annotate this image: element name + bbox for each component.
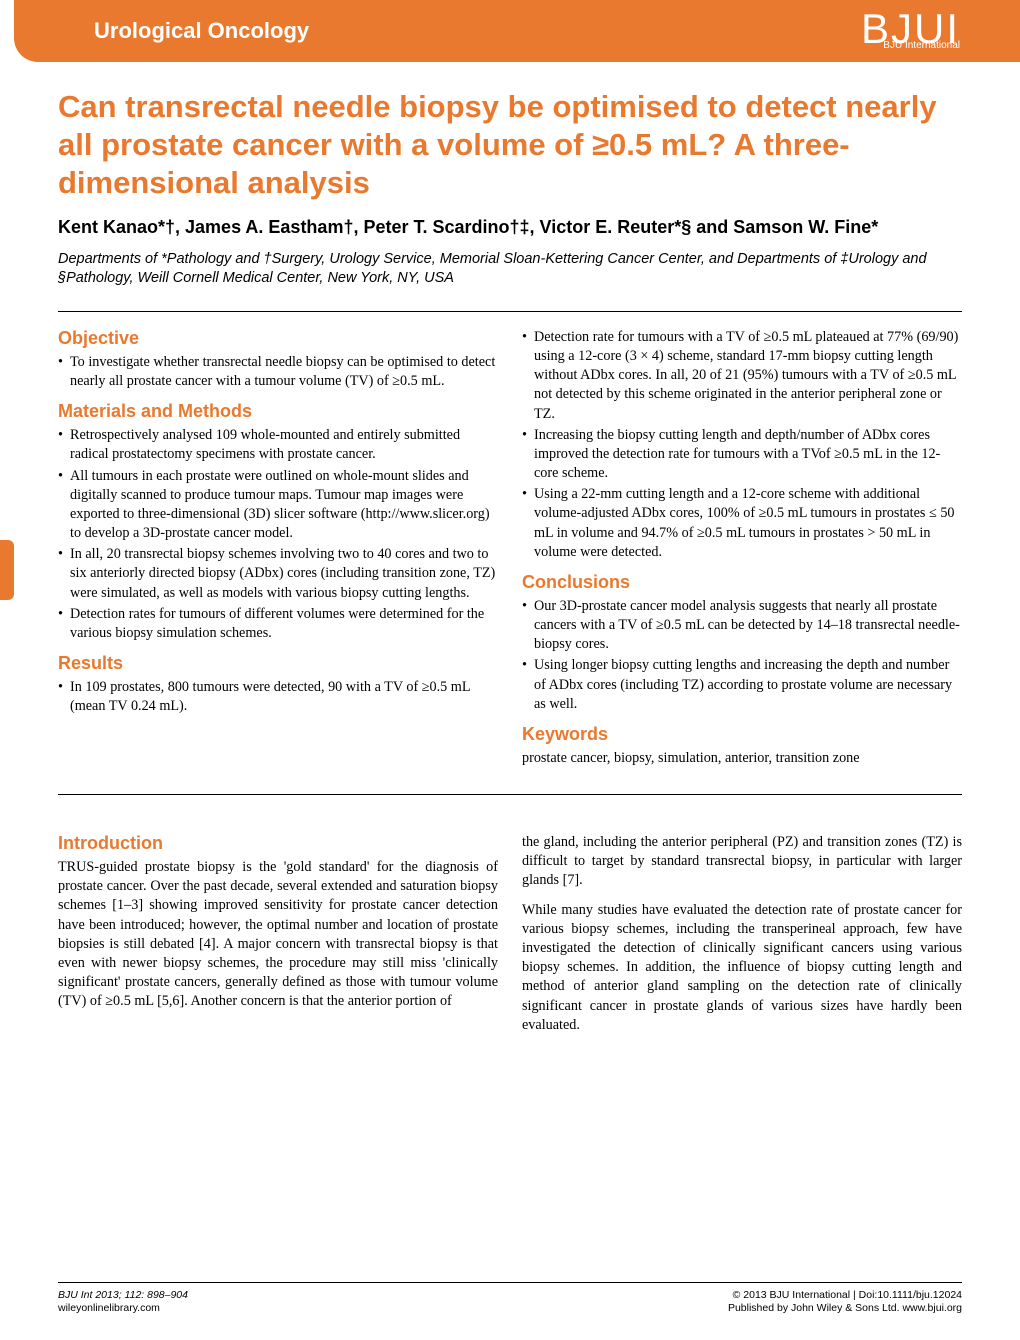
introduction-heading: Introduction (58, 833, 498, 854)
list-item: All tumours in each prostate were outlin… (58, 467, 498, 544)
abstract: Objective To investigate whether transre… (58, 328, 962, 778)
list-item: In all, 20 transrectal biopsy schemes in… (58, 545, 498, 603)
methods-heading: Materials and Methods (58, 401, 498, 422)
keywords-text: prostate cancer, biopsy, simulation, ant… (522, 749, 962, 768)
list-item: Increasing the biopsy cutting length and… (522, 426, 962, 484)
methods-list: Retrospectively analysed 109 whole-mount… (58, 426, 498, 643)
footer-left: BJU Int 2013; 112: 898–904 wileyonlineli… (58, 1289, 188, 1316)
results-list-right: Detection rate for tumours with a TV of … (522, 328, 962, 562)
body-right-col: the gland, including the anterior periph… (522, 833, 962, 1045)
body-paragraph: While many studies have evaluated the de… (522, 901, 962, 1035)
objective-list: To investigate whether transrectal needl… (58, 353, 498, 391)
section-name: Urological Oncology (94, 18, 309, 44)
article-title: Can transrectal needle biopsy be optimis… (58, 88, 962, 201)
list-item: Detection rate for tumours with a TV of … (522, 328, 962, 424)
body-paragraph: the gland, including the anterior periph… (522, 833, 962, 891)
publisher: Published by John Wiley & Sons Ltd. www.… (728, 1302, 962, 1316)
list-item: Our 3D-prostate cancer model analysis su… (522, 597, 962, 655)
abstract-left-col: Objective To investigate whether transre… (58, 328, 498, 778)
abstract-right-col: Detection rate for tumours with a TV of … (522, 328, 962, 778)
list-item: Using longer biopsy cutting lengths and … (522, 656, 962, 714)
authors: Kent Kanao*†, James A. Eastham†, Peter T… (58, 215, 962, 239)
copyright: © 2013 BJU International | Doi:10.1111/b… (728, 1289, 962, 1303)
list-item: Retrospectively analysed 109 whole-mount… (58, 426, 498, 464)
affiliations: Departments of *Pathology and †Surgery, … (58, 250, 962, 289)
conclusions-heading: Conclusions (522, 572, 962, 593)
footer-url: wileyonlinelibrary.com (58, 1302, 188, 1316)
page-content: Can transrectal needle biopsy be optimis… (0, 62, 1020, 1045)
body-paragraph: TRUS-guided prostate biopsy is the 'gold… (58, 858, 498, 1011)
keywords-heading: Keywords (522, 724, 962, 745)
conclusions-list: Our 3D-prostate cancer model analysis su… (522, 597, 962, 714)
side-tab (0, 540, 14, 600)
page-footer: BJU Int 2013; 112: 898–904 wileyonlineli… (58, 1282, 962, 1316)
body-left-col: Introduction TRUS-guided prostate biopsy… (58, 833, 498, 1045)
footer-right: © 2013 BJU International | Doi:10.1111/b… (728, 1289, 962, 1316)
citation: BJU Int 2013; 112: 898–904 (58, 1289, 188, 1301)
journal-logo: BJUI BJU International (861, 13, 960, 50)
list-item: In 109 prostates, 800 tumours were detec… (58, 678, 498, 716)
objective-heading: Objective (58, 328, 498, 349)
list-item: Using a 22-mm cutting length and a 12-co… (522, 485, 962, 562)
journal-header: Urological Oncology BJUI BJU Internation… (14, 0, 1020, 62)
body: Introduction TRUS-guided prostate biopsy… (58, 833, 962, 1045)
divider (58, 311, 962, 312)
divider (58, 794, 962, 795)
results-list-left: In 109 prostates, 800 tumours were detec… (58, 678, 498, 716)
list-item: Detection rates for tumours of different… (58, 605, 498, 643)
results-heading: Results (58, 653, 498, 674)
list-item: To investigate whether transrectal needl… (58, 353, 498, 391)
